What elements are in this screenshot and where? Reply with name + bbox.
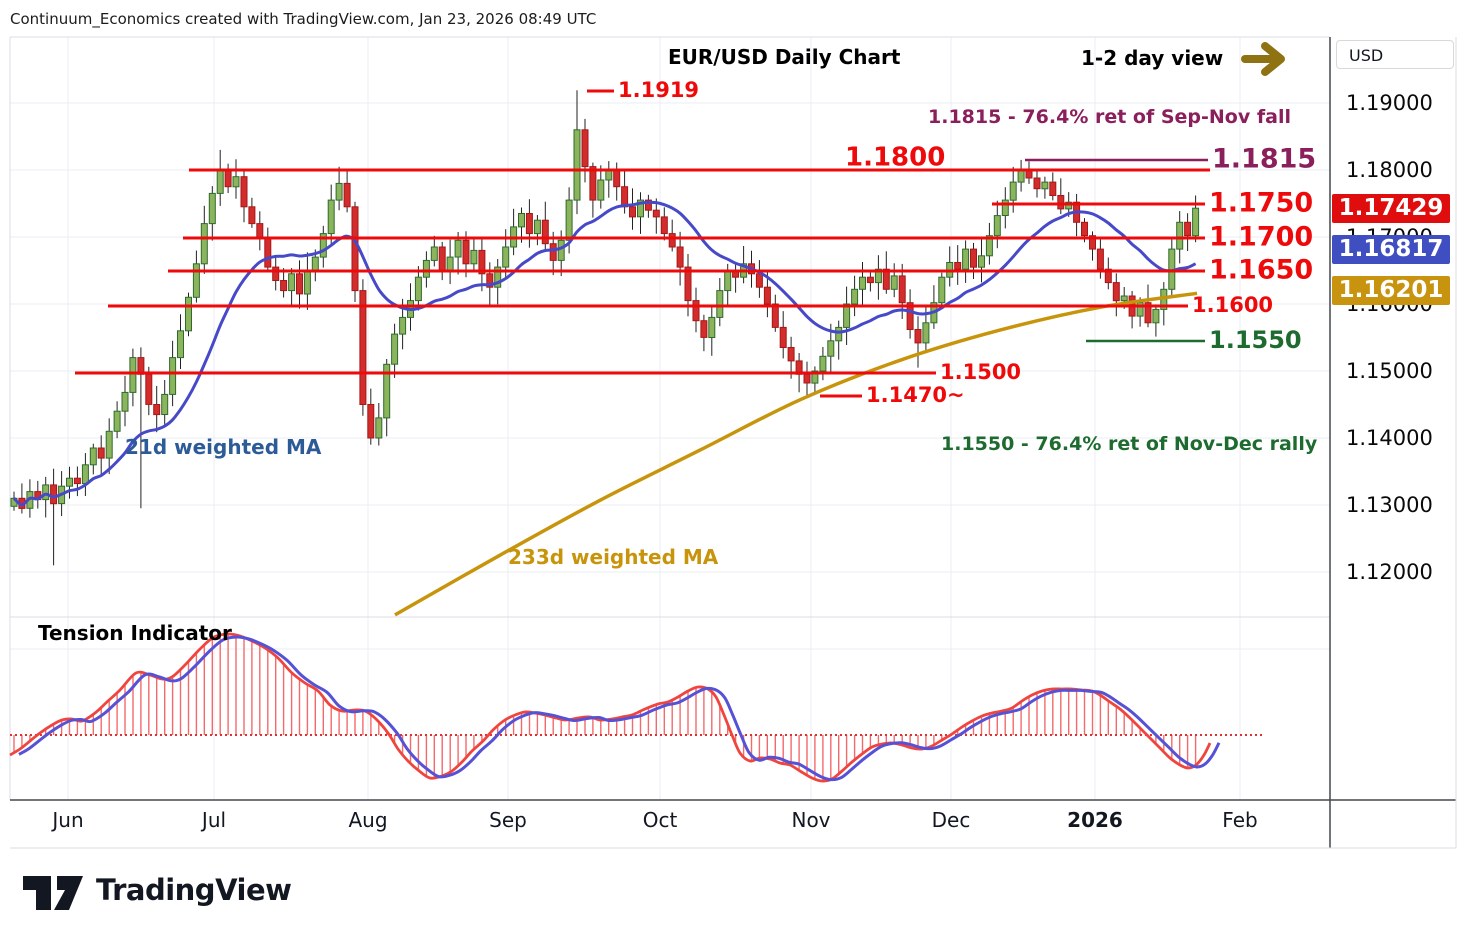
price-tick-1.14000: 1.14000 [1346, 426, 1433, 450]
time-tick-Feb: Feb [1222, 808, 1258, 832]
level-label-1.1815: 1.1815 [1212, 144, 1316, 175]
tradingview-logo-icon [23, 876, 83, 910]
right-arrow-icon [1241, 42, 1285, 76]
time-tick-Aug: Aug [348, 808, 388, 832]
price-tick-1.18000: 1.18000 [1346, 158, 1433, 182]
time-tick-Oct: Oct [642, 808, 678, 832]
level-label-1.1800: 1.1800 [845, 143, 945, 173]
time-tick-Nov: Nov [791, 808, 831, 832]
time-tick-Sep: Sep [489, 808, 527, 832]
level-label-1.1550: 1.1550 [1209, 326, 1302, 354]
tradingview-logo[interactable]: TradingView [22, 868, 292, 912]
price-tick-1.19000: 1.19000 [1346, 91, 1433, 115]
price-badge-1.16201: 1.16201 [1332, 276, 1450, 306]
time-tick-Jun: Jun [52, 808, 84, 832]
level-label-1.1470: 1.1470~ [866, 383, 965, 407]
time-tick-2026: 2026 [1067, 808, 1123, 832]
level-label-1.1500: 1.1500 [940, 360, 1021, 384]
level-label-1.1750: 1.1750 [1209, 188, 1313, 219]
currency-unit-label: USD [1349, 46, 1384, 65]
credit-line: Continuum_Economics created with Trading… [10, 10, 597, 28]
time-tick-Dec: Dec [931, 808, 971, 832]
level-label-1.1919: 1.1919 [618, 78, 699, 102]
time-tick-Jul: Jul [201, 808, 227, 832]
tension-indicator-title: Tension Indicator [38, 621, 232, 645]
price-tick-1.13000: 1.13000 [1346, 493, 1433, 517]
retracement-note-nov-dec: 1.1550 - 76.4% ret of Nov-Dec rally [941, 433, 1318, 455]
chart-title: EUR/USD Daily Chart [668, 45, 901, 69]
tradingview-logo-text: TradingView [96, 873, 292, 907]
price-tick-1.15000: 1.15000 [1346, 359, 1433, 383]
price-tick-1.12000: 1.12000 [1346, 560, 1433, 584]
price-badge-1.16817: 1.16817 [1332, 234, 1450, 264]
ma233-label: 233d weighted MA [508, 545, 719, 569]
currency-unit-button[interactable]: USD [1336, 40, 1454, 69]
view-horizon-label: 1-2 day view [1081, 46, 1224, 70]
retracement-note-sep-nov: 1.1815 - 76.4% ret of Sep-Nov fall [928, 106, 1291, 128]
ma21-label: 21d weighted MA [125, 435, 322, 459]
price-badge-1.17429: 1.17429 [1332, 193, 1450, 223]
level-label-1.1650: 1.1650 [1209, 255, 1313, 286]
level-label-1.1600: 1.1600 [1192, 293, 1273, 317]
level-label-1.1700: 1.1700 [1209, 222, 1313, 253]
